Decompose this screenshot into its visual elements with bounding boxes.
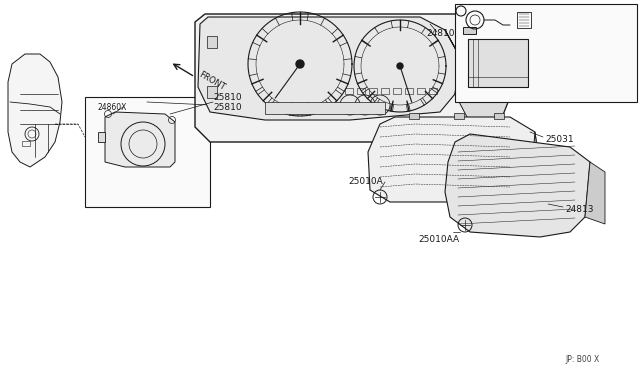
Text: 24860X: 24860X [97,103,126,112]
Polygon shape [368,117,540,202]
Polygon shape [445,30,510,142]
Bar [429,88,437,94]
Text: 24813: 24813 [565,205,593,215]
Bar [417,88,425,94]
Polygon shape [98,132,105,142]
Bar [265,102,385,114]
Bar [357,88,365,94]
Text: 25010AA: 25010AA [418,235,459,244]
Bar [207,36,217,48]
Bar [207,86,217,98]
Circle shape [397,63,403,69]
Bar [381,88,389,94]
Circle shape [296,60,304,68]
Bar [85,97,210,207]
Text: 08566-6122A: 08566-6122A [470,13,527,22]
Bar [393,88,401,94]
Text: 25810: 25810 [213,103,242,112]
Polygon shape [8,54,62,167]
Bar [345,88,353,94]
Text: 24810: 24810 [426,29,454,38]
Text: 25810: 25810 [213,93,242,103]
Polygon shape [198,17,460,120]
Bar [409,113,419,119]
Polygon shape [105,112,175,167]
Text: ②: ② [458,8,464,14]
Bar [22,141,30,146]
Polygon shape [195,14,510,142]
Bar [369,88,377,94]
Text: JP: B00 X: JP: B00 X [566,356,600,365]
Bar [517,12,531,28]
Text: 25038N: 25038N [468,96,504,105]
Text: (1): (1) [473,23,484,32]
Bar [494,113,504,119]
Bar [468,39,528,87]
Bar [455,4,637,102]
Text: ②: ② [459,9,465,17]
Text: FRONT: FRONT [197,70,227,92]
Bar [405,88,413,94]
Polygon shape [445,134,590,237]
Polygon shape [530,132,560,207]
Polygon shape [463,27,476,34]
Polygon shape [585,162,605,224]
Text: 25010A: 25010A [348,177,383,186]
Text: 25031: 25031 [545,135,573,144]
Bar [454,113,464,119]
